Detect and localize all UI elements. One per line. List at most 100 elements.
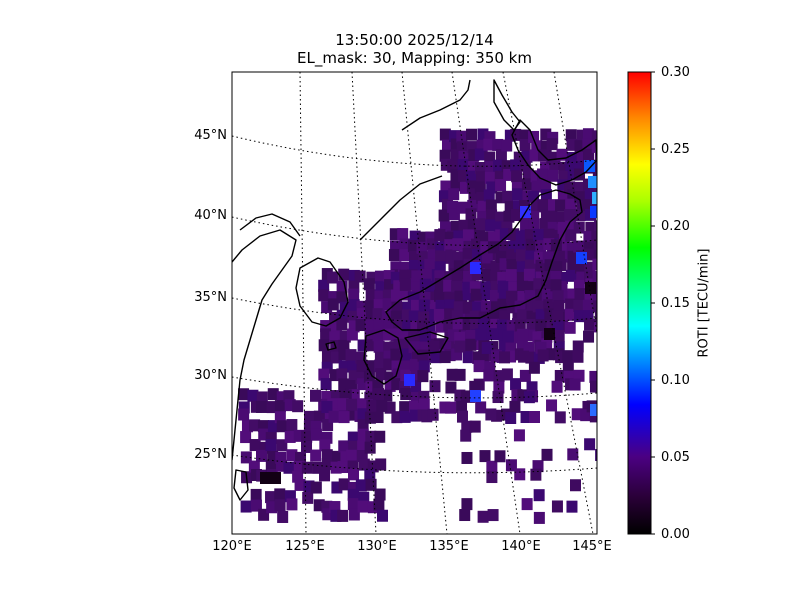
roti-tile bbox=[374, 270, 386, 283]
roti-tile bbox=[535, 271, 547, 284]
roti-tile bbox=[575, 261, 587, 274]
roti-tile bbox=[384, 379, 396, 392]
roti-tile bbox=[468, 188, 480, 201]
roti-tile bbox=[447, 160, 459, 173]
roti-tile bbox=[425, 231, 437, 244]
colorbar-tick-0.25: 0.25 bbox=[661, 142, 690, 157]
roti-tile bbox=[456, 201, 468, 214]
taiwan-coast bbox=[233, 469, 249, 501]
roti-tile bbox=[391, 378, 403, 391]
roti-tile bbox=[481, 341, 493, 354]
roti-tile bbox=[574, 168, 586, 181]
roti-tile bbox=[321, 301, 333, 314]
roti-tile bbox=[393, 368, 405, 381]
roti-tile bbox=[447, 200, 459, 213]
roti-tile bbox=[456, 130, 468, 143]
roti-tile bbox=[402, 320, 414, 333]
roti-tile bbox=[477, 211, 489, 224]
colorbar-tick-0.00: 0.00 bbox=[661, 527, 690, 542]
roti-tile bbox=[565, 198, 577, 211]
roti-tile bbox=[520, 411, 532, 424]
roti-tile bbox=[329, 501, 341, 514]
roti-tile bbox=[477, 510, 489, 523]
roti-tile bbox=[454, 290, 466, 303]
roti-tile bbox=[328, 291, 340, 304]
roti-tile bbox=[533, 489, 545, 502]
roti-tile bbox=[313, 410, 325, 423]
roti-tile bbox=[365, 289, 377, 302]
roti-tile bbox=[407, 240, 419, 253]
roti-tile bbox=[402, 301, 414, 314]
roti-tile bbox=[383, 328, 395, 341]
roti-tile bbox=[501, 221, 513, 234]
roti-tile bbox=[374, 430, 386, 443]
roti-tile bbox=[556, 211, 568, 224]
roti-tile bbox=[566, 138, 578, 151]
roti-tile bbox=[388, 248, 400, 261]
roti-tile bbox=[434, 229, 446, 242]
roti-tile bbox=[528, 130, 540, 143]
roti-tile bbox=[330, 509, 342, 522]
roti-tile bbox=[517, 309, 529, 322]
roti-tile bbox=[461, 498, 473, 511]
roti-tile bbox=[451, 280, 463, 293]
roti-tile bbox=[588, 176, 597, 188]
roti-tile bbox=[584, 438, 596, 451]
roti-tile bbox=[574, 310, 586, 323]
roti-tile bbox=[418, 260, 430, 273]
roti-tile bbox=[567, 250, 579, 263]
roti-tile bbox=[418, 360, 430, 373]
roti-tile bbox=[347, 431, 359, 444]
roti-tile bbox=[366, 271, 378, 284]
roti-tile bbox=[345, 380, 357, 393]
roti-tile bbox=[470, 262, 481, 274]
title-timestamp: 13:50:00 2025/12/14 bbox=[335, 31, 494, 49]
roti-tile bbox=[554, 411, 566, 424]
roti-tile bbox=[247, 389, 259, 402]
roti-tile bbox=[383, 320, 395, 333]
roti-tile bbox=[399, 381, 411, 394]
roti-tile bbox=[373, 498, 385, 511]
colorbar-label: ROTI [TECU/min] bbox=[696, 248, 712, 358]
roti-tile bbox=[465, 208, 477, 221]
roti-tile bbox=[495, 179, 507, 192]
roti-tile bbox=[357, 399, 369, 412]
roti-tile bbox=[543, 228, 555, 241]
hokkaido-coast bbox=[511, 119, 597, 186]
roti-tile bbox=[565, 229, 577, 242]
roti-tile bbox=[418, 311, 430, 324]
roti-tile bbox=[595, 448, 597, 461]
roti-tile bbox=[357, 378, 369, 391]
roti-tile bbox=[366, 399, 378, 412]
roti-tile bbox=[240, 431, 252, 444]
roti-tile bbox=[522, 190, 534, 203]
roti-tile bbox=[338, 478, 350, 491]
roti-tile bbox=[501, 139, 513, 152]
roti-tile bbox=[329, 311, 341, 324]
roti-tile bbox=[372, 411, 384, 424]
roti-tile bbox=[363, 278, 375, 291]
roti-tile bbox=[355, 371, 367, 384]
roti-tile bbox=[424, 258, 436, 271]
roti-tile bbox=[479, 231, 491, 244]
roti-tile bbox=[399, 410, 411, 423]
roti-tile bbox=[565, 220, 577, 233]
roti-tile bbox=[248, 460, 260, 473]
roti-tile bbox=[506, 259, 518, 272]
roti-tile bbox=[373, 388, 385, 401]
roti-tile bbox=[576, 151, 588, 164]
roti-tile bbox=[533, 278, 545, 291]
roti-tile bbox=[584, 290, 596, 303]
roti-tile bbox=[330, 461, 342, 474]
roti-tile bbox=[391, 301, 403, 314]
roti-tile bbox=[505, 459, 517, 472]
roti-tile bbox=[535, 240, 547, 253]
roti-tile bbox=[408, 310, 420, 323]
roti-tile bbox=[435, 241, 447, 254]
roti-tile bbox=[550, 239, 562, 252]
roti-tile bbox=[448, 188, 460, 201]
roti-tile bbox=[319, 469, 331, 482]
lat-label-40n: 40°N bbox=[194, 208, 227, 223]
roti-tile bbox=[256, 391, 268, 404]
